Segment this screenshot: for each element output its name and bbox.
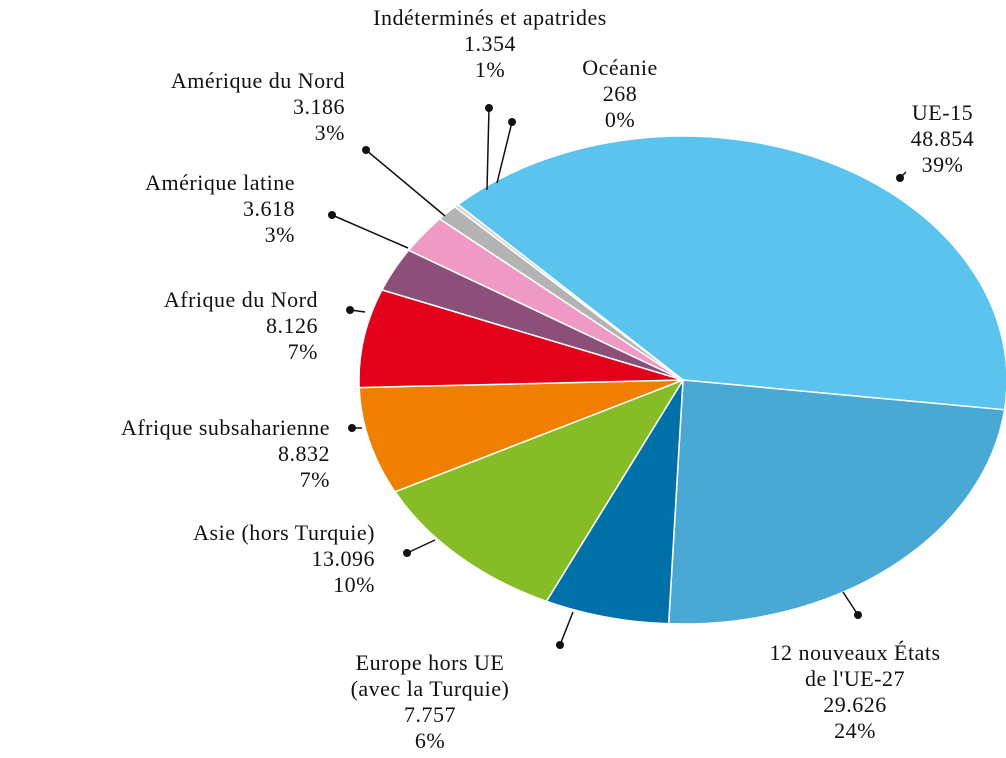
- category-label: Afrique subsaharienne: [120, 415, 330, 440]
- leader-dot: [896, 174, 904, 182]
- value-label: 1.354: [464, 31, 516, 56]
- category-label: UE-15: [911, 100, 974, 125]
- percent-label: 1%: [474, 57, 506, 82]
- category-label: Amérique du Nord: [170, 68, 345, 93]
- leader-dot: [485, 104, 493, 112]
- leader-line: [559, 611, 574, 646]
- category-label: Europe hors UE (avec la Turquie): [350, 650, 510, 701]
- percent-label: 7%: [287, 339, 318, 364]
- value-label: 3.186: [293, 94, 345, 119]
- leader-line: [842, 591, 859, 616]
- percent-label: 10%: [333, 572, 375, 597]
- leader-line: [406, 539, 436, 554]
- slice-label: Océanie 268 0%: [540, 55, 700, 133]
- value-label: 3.618: [243, 196, 295, 221]
- value-label: 7.757: [404, 702, 456, 727]
- leader-line: [331, 214, 409, 249]
- slice-label: Indéterminés et apatrides 1.354 1%: [300, 5, 680, 83]
- category-label: Asie (hors Turquie): [193, 520, 375, 545]
- category-label: Indéterminés et apatrides: [373, 5, 607, 30]
- value-label: 48.854: [910, 126, 975, 151]
- leader-dot: [556, 641, 564, 649]
- pie-slice: [667, 379, 1006, 625]
- pie-slice: [545, 379, 684, 625]
- pie-slice: [358, 288, 684, 389]
- leader-line: [496, 121, 513, 184]
- pie-slice: [456, 135, 1006, 411]
- slice-label: Afrique du Nord 8.126 7%: [40, 287, 318, 365]
- category-label: Amérique latine: [145, 170, 295, 195]
- percent-label: 24%: [834, 718, 876, 743]
- leader-dot: [508, 118, 516, 126]
- category-label: Afrique du Nord: [163, 287, 318, 312]
- percent-label: 3%: [314, 120, 345, 145]
- percent-label: 3%: [264, 222, 295, 247]
- leader-dot: [328, 211, 336, 219]
- leader-dot: [348, 424, 356, 432]
- category-label: Océanie: [582, 55, 658, 80]
- value-label: 13.096: [311, 546, 375, 571]
- pie-slice: [358, 379, 684, 493]
- leader-line: [486, 107, 490, 191]
- leader-dot: [362, 146, 370, 154]
- leader-dot: [346, 306, 354, 314]
- slice-label: 12 nouveaux États de l'UE-27 29.626 24%: [730, 640, 980, 744]
- percent-label: 0%: [604, 107, 636, 132]
- value-label: 268: [602, 81, 638, 106]
- slice-label: Afrique subsaharienne 8.832 7%: [0, 415, 330, 493]
- value-label: 8.126: [266, 313, 318, 338]
- leader-dot: [854, 611, 862, 619]
- slice-label: UE-15 48.854 39%: [880, 100, 1005, 178]
- leader-dot: [403, 549, 411, 557]
- slice-label: Europe hors UE (avec la Turquie) 7.757 6%: [300, 650, 560, 754]
- value-label: 29.626: [823, 692, 887, 717]
- value-label: 8.832: [278, 441, 330, 466]
- pie-slice: [393, 378, 685, 603]
- category-label: 12 nouveaux États de l'UE-27: [769, 640, 941, 691]
- slice-label: Asie (hors Turquie) 13.096 10%: [60, 520, 375, 598]
- slice-label: Amérique du Nord 3.186 3%: [40, 68, 345, 146]
- slice-label: Amérique latine 3.618 3%: [20, 170, 295, 248]
- leader-line: [365, 149, 446, 217]
- percent-label: 6%: [414, 728, 446, 753]
- percent-label: 39%: [921, 152, 964, 177]
- pie-slice: [453, 203, 684, 381]
- percent-label: 7%: [299, 467, 330, 492]
